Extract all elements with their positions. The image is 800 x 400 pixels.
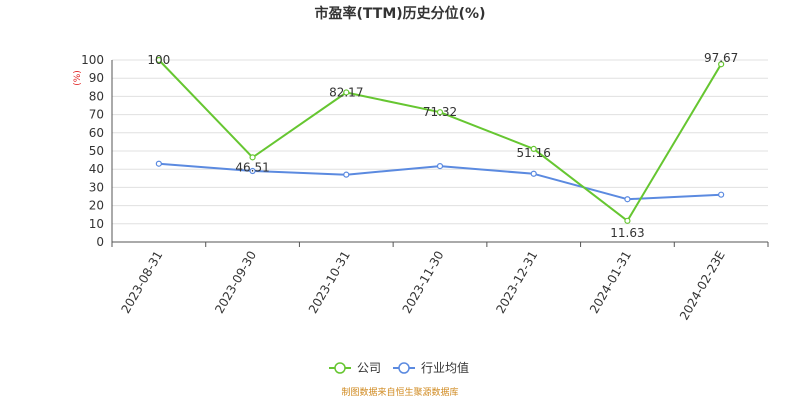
x-tick-2023-10-31: 2023-10-31 — [306, 249, 353, 316]
x-tick-2023-12-31: 2023-12-31 — [493, 249, 540, 316]
y-tick-40: 40 — [89, 162, 104, 176]
y-tick-30: 30 — [89, 180, 104, 194]
x-tick-2023-11-30: 2023-11-30 — [400, 249, 447, 316]
series-0-point-6 — [718, 61, 725, 68]
series-0-point-2 — [343, 89, 350, 96]
series-0-point-5 — [624, 217, 631, 224]
series-lines — [155, 56, 725, 224]
legend-item-company[interactable]: 公司 — [329, 361, 381, 375]
y-tick-80: 80 — [89, 89, 104, 103]
series-0-point-3 — [436, 109, 444, 116]
data-label-2: 82.17 — [329, 85, 363, 99]
data-label-6: 97.67 — [704, 51, 738, 65]
chart-title: 市盈率(TTM)历史分位(%) — [315, 5, 486, 22]
x-tick-labels: 2023-08-31 2023-09-30 2023-10-31 2023-11-30… — [118, 249, 727, 323]
y-tick-labels: 0 10 20 30 40 50 60 70 80 90 100 — [81, 53, 104, 249]
grid-lines — [112, 59, 768, 225]
y-tick-0: 0 — [96, 235, 104, 249]
y-tick-10: 10 — [89, 217, 104, 231]
x-tick-2023-08-31: 2023-08-31 — [118, 249, 165, 316]
data-label-5: 11.63 — [610, 226, 644, 240]
legend: 公司 行业均值 — [329, 360, 469, 375]
series-1-point-6 — [718, 191, 725, 198]
data-label-1: 46.51 — [235, 160, 269, 174]
y-tick-60: 60 — [89, 126, 104, 140]
legend-industry-label: 行业均值 — [421, 360, 469, 375]
series-1-point-4 — [530, 170, 537, 177]
legend-industry-marker — [398, 362, 410, 374]
series-0-point-4 — [530, 145, 537, 152]
y-tick-70: 70 — [89, 108, 104, 122]
x-tick-2023-09-30: 2023-09-30 — [212, 249, 259, 316]
data-labels: 100 46.51 82.17 71.32 51.16 11.63 97.67 — [147, 51, 738, 240]
y-tick-100: 100 — [81, 53, 104, 67]
series-1-point-5 — [624, 196, 631, 203]
data-label-3: 71.32 — [423, 105, 457, 119]
y-tick-90: 90 — [89, 71, 104, 85]
data-label-0: 100 — [147, 53, 170, 67]
data-label-4: 51.16 — [517, 146, 551, 160]
series-0-point-0 — [155, 56, 162, 64]
legend-company-label: 公司 — [357, 361, 381, 375]
series-1-point-3 — [436, 163, 444, 170]
y-tick-20: 20 — [89, 199, 104, 213]
x-tick-2024-02-23E: 2024-02-23E — [677, 249, 728, 323]
x-tick-2024-01-31: 2024-01-31 — [587, 249, 634, 316]
y-axis-unit: (%) — [73, 70, 83, 86]
axes — [111, 60, 769, 247]
legend-item-industry[interactable]: 行业均值 — [393, 360, 469, 375]
series-line-0 — [158, 59, 722, 222]
series-1-point-1 — [249, 167, 256, 175]
legend-company-marker — [334, 362, 346, 374]
series-0-point-1 — [249, 154, 256, 161]
source-note: 制图数据来自恒生聚源数据库 — [341, 386, 458, 398]
y-tick-50: 50 — [89, 144, 104, 158]
series-1-point-0 — [155, 160, 162, 167]
series-1-point-2 — [343, 171, 350, 178]
